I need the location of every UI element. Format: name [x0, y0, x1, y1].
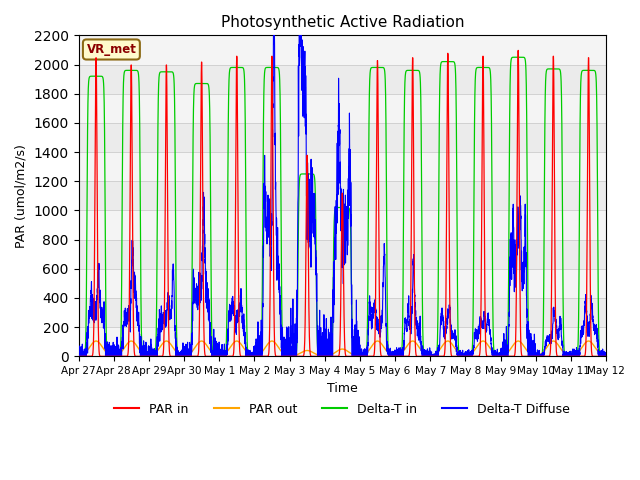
Text: VR_met: VR_met: [86, 43, 136, 56]
Bar: [79, 152, 606, 181]
Bar: [79, 210, 606, 240]
Title: Photosynthetic Active Radiation: Photosynthetic Active Radiation: [221, 15, 464, 30]
X-axis label: Time: Time: [327, 382, 358, 395]
Y-axis label: PAR (umol/m2/s): PAR (umol/m2/s): [15, 144, 28, 248]
Bar: [79, 94, 606, 123]
Bar: [79, 269, 606, 298]
Legend: PAR in, PAR out, Delta-T in, Delta-T Diffuse: PAR in, PAR out, Delta-T in, Delta-T Dif…: [109, 398, 575, 420]
Bar: [79, 327, 606, 356]
Bar: [79, 36, 606, 64]
